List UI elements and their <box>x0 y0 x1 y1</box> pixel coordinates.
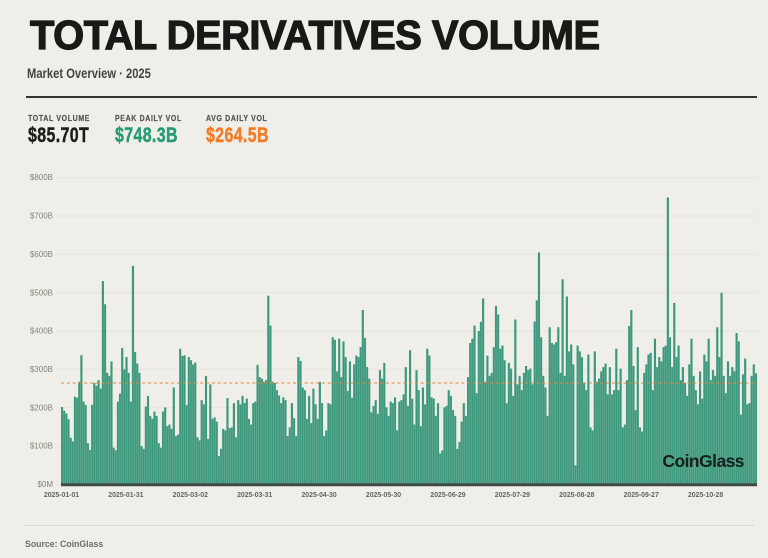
svg-text:$500B: $500B <box>30 288 53 297</box>
svg-text:$800B: $800B <box>30 173 53 182</box>
svg-text:2025-09-27: 2025-09-27 <box>624 492 659 499</box>
svg-text:2025-01-31: 2025-01-31 <box>108 492 143 499</box>
svg-text:$700B: $700B <box>30 212 53 221</box>
svg-text:2025-07-29: 2025-07-29 <box>495 492 530 499</box>
svg-text:2025-04-30: 2025-04-30 <box>301 492 336 499</box>
svg-text:$100B: $100B <box>30 442 53 451</box>
svg-text:$200B: $200B <box>30 403 53 412</box>
svg-text:CoinGlass: CoinGlass <box>662 451 744 471</box>
svg-text:$0M: $0M <box>37 480 53 489</box>
svg-text:2025-10-28: 2025-10-28 <box>688 492 723 499</box>
svg-text:2025-06-29: 2025-06-29 <box>430 492 465 499</box>
svg-text:$300B: $300B <box>30 365 53 374</box>
svg-text:2025-01-01: 2025-01-01 <box>44 492 79 499</box>
svg-text:2025-03-31: 2025-03-31 <box>237 492 272 499</box>
svg-text:2025-08-28: 2025-08-28 <box>559 492 594 499</box>
svg-text:2025-05-30: 2025-05-30 <box>366 492 401 499</box>
svg-text:2025-03-02: 2025-03-02 <box>173 492 208 499</box>
svg-text:$400B: $400B <box>30 327 53 336</box>
svg-text:$600B: $600B <box>30 250 53 259</box>
